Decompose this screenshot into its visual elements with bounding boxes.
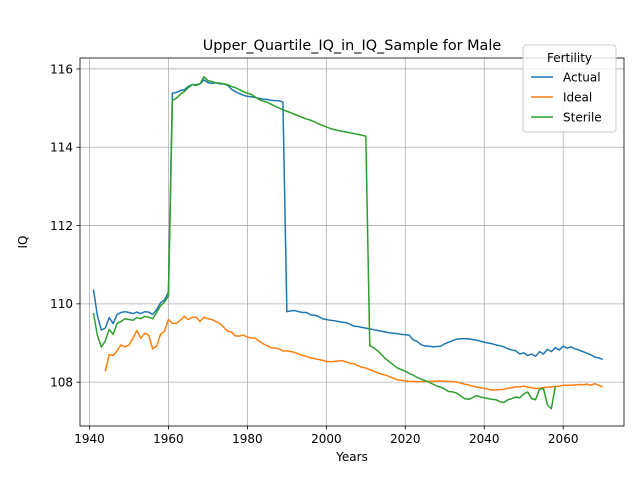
legend-label-ideal: Ideal [563, 90, 592, 104]
legend-label-sterile: Sterile [563, 110, 602, 124]
legend-title: Fertility [547, 51, 592, 65]
series-line-ideal [104, 315, 603, 391]
x-tick-label: 2060 [548, 432, 579, 446]
y-tick-label: 114 [50, 141, 73, 155]
x-tick-label: 2040 [469, 432, 500, 446]
x-tick-label: 1940 [74, 432, 105, 446]
y-axis-title: IQ [16, 236, 30, 249]
y-tick-label: 112 [50, 219, 73, 233]
x-axis: 1940 1960 1980 2000 2020 2040 2060 [74, 426, 578, 446]
x-tick-label: 1980 [232, 432, 263, 446]
y-tick-label: 116 [50, 62, 73, 76]
chart-title: Upper_Quartile_IQ_in_IQ_Sample for Male [203, 38, 502, 54]
plot-frame [79, 57, 625, 427]
legend-entries: Actual Ideal Sterile [531, 70, 602, 124]
y-axis: 108 110 112 114 116 [50, 62, 80, 389]
y-tick-label: 110 [50, 297, 73, 311]
x-tick-label: 2000 [311, 432, 342, 446]
series-line-sterile [92, 76, 557, 410]
legend: Fertility Actual Ideal Sterile [522, 44, 617, 133]
y-tick-label: 108 [50, 375, 73, 389]
legend-label-actual: Actual [563, 70, 601, 84]
plot-lines [92, 76, 603, 410]
legend-box [522, 44, 617, 133]
x-tick-label: 1960 [153, 432, 184, 446]
grid [80, 58, 624, 426]
x-tick-label: 2020 [390, 432, 421, 446]
x-axis-title: Years [335, 450, 368, 464]
series-line-actual [92, 79, 603, 361]
